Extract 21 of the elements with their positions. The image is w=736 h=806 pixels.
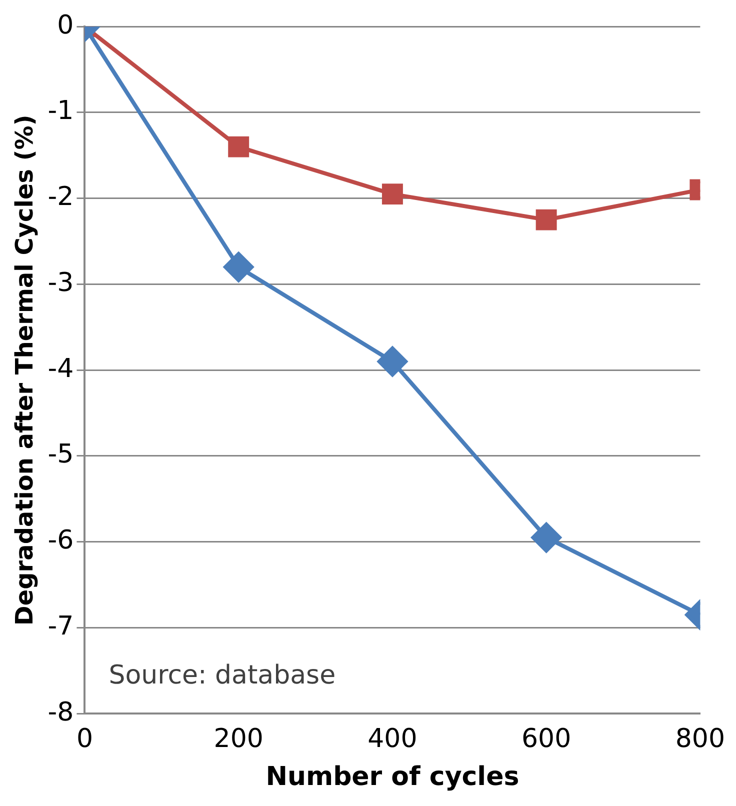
x-tick-label: 800 bbox=[675, 724, 726, 754]
x-axis-title: Number of cycles bbox=[266, 762, 520, 792]
x-tick-label: 0 bbox=[76, 724, 93, 754]
y-tick-label: -5 bbox=[48, 440, 74, 470]
y-tick-label: 0 bbox=[57, 10, 74, 40]
point bbox=[377, 346, 408, 377]
y-tick-label: -8 bbox=[48, 697, 74, 728]
x-tick-label: 200 bbox=[214, 724, 264, 754]
y-tick-label: -3 bbox=[48, 268, 74, 298]
y-tick-label: -6 bbox=[48, 526, 74, 556]
y-tick-label: -2 bbox=[48, 182, 74, 212]
point bbox=[382, 184, 403, 205]
x-tick-label: 600 bbox=[522, 724, 572, 754]
y-tick-label: -4 bbox=[48, 354, 74, 384]
y-tick-label: -7 bbox=[48, 611, 74, 642]
point bbox=[224, 252, 254, 282]
annotation: Source: database bbox=[108, 660, 336, 690]
point bbox=[228, 136, 250, 158]
x-tick-label: 400 bbox=[368, 724, 418, 754]
y-axis-title: Degradation after Thermal Cycles (%) bbox=[10, 114, 39, 626]
y-tick-label: -1 bbox=[48, 96, 74, 126]
